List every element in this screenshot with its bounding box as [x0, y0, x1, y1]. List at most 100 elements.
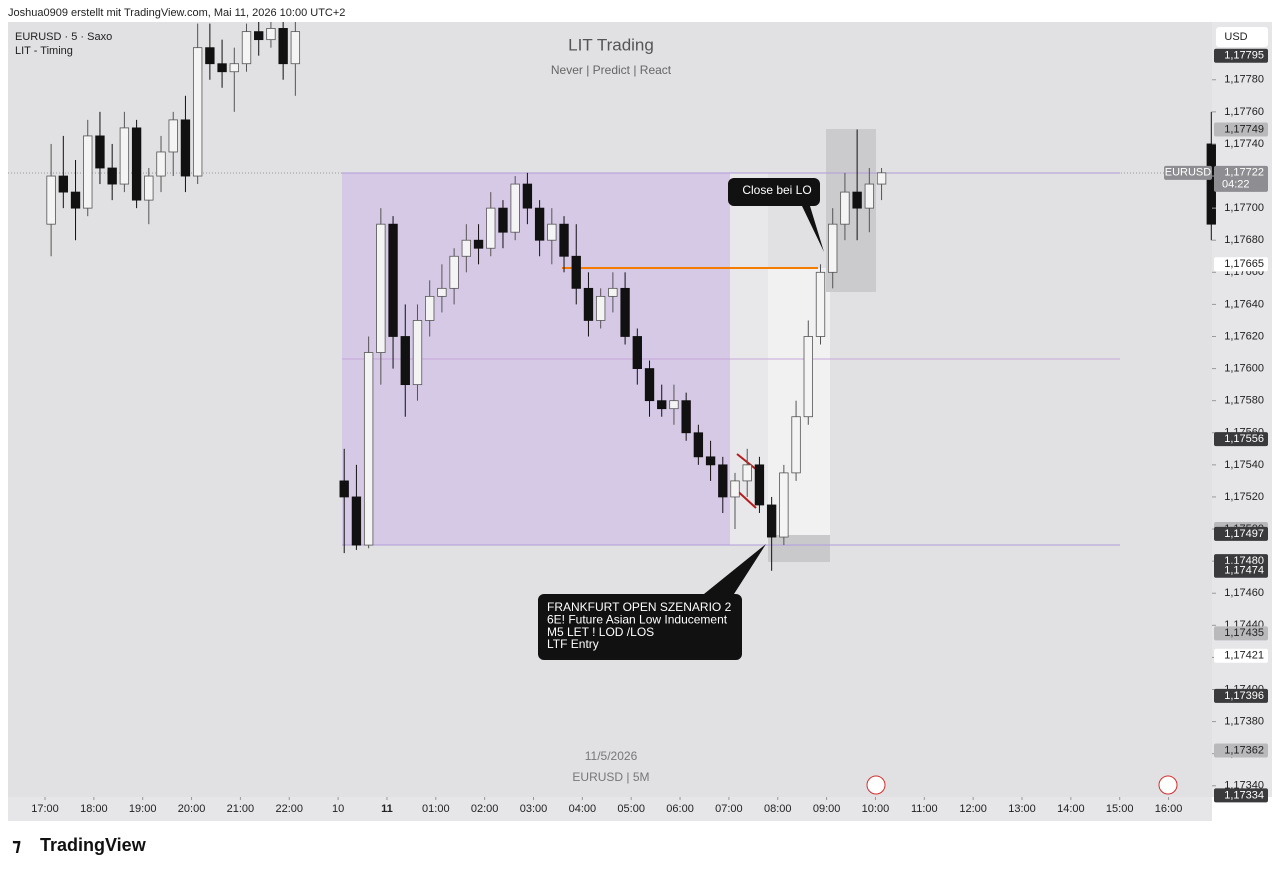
x-tick-label: 15:00: [1106, 803, 1134, 815]
candle-body: [58, 175, 68, 193]
candle-body: [83, 135, 93, 209]
price-axis-bg: [1212, 22, 1272, 797]
watermark-symbol: EURUSD | 5M: [572, 770, 649, 784]
logo: TradingView: [40, 835, 147, 855]
y-tick-label: 1,17380: [1224, 715, 1264, 727]
candle-body: [608, 287, 618, 297]
chart-subtitle: Never | Predict | React: [551, 63, 672, 77]
x-tick-label: 03:00: [520, 803, 548, 815]
candle-body: [644, 368, 655, 402]
price-marker: [1214, 48, 1268, 63]
currency[interactable]: USD: [1224, 31, 1247, 43]
price-marker: [1214, 743, 1268, 758]
candle-body: [828, 223, 838, 273]
x-tick-label: 16:00: [1155, 803, 1183, 815]
candle-body: [583, 287, 594, 321]
candle-body: [278, 28, 288, 65]
price-marker: [1214, 788, 1268, 803]
candle-body: [766, 504, 777, 538]
x-tick-label: 12:00: [959, 803, 987, 815]
currency-box[interactable]: [1216, 27, 1268, 47]
price-marker: [1214, 563, 1268, 578]
candle-body: [437, 287, 447, 297]
countdown: 04:22: [1222, 179, 1250, 191]
symbol-tag-label: EURUSD: [1165, 167, 1212, 179]
price-marker-label: 1,17435: [1224, 627, 1264, 639]
callout-lines: FRANKFURT OPEN SZENARIO 26E! Future Asia…: [547, 600, 732, 651]
candle-body: [168, 119, 178, 153]
y-tick-label: 1,17760: [1224, 106, 1264, 118]
candle-body: [876, 172, 887, 185]
candle-body: [351, 496, 362, 546]
x-tick-label: 19:00: [129, 803, 157, 815]
x-tick-label: 22:00: [275, 803, 303, 815]
candle-body: [620, 287, 630, 337]
chart-title: LIT Trading: [568, 35, 654, 54]
candle-body: [779, 472, 789, 538]
candle-body: [534, 207, 545, 241]
candles: [46, 22, 1216, 571]
candle-body: [449, 255, 459, 289]
price-marker-label: 1,17556: [1224, 433, 1264, 445]
candle-body: [363, 352, 374, 546]
candle-body: [547, 223, 557, 241]
candle-body: [571, 255, 581, 289]
x-tick-label: 01:00: [422, 803, 450, 815]
candle-body: [412, 320, 423, 386]
y-tick-label: 1,17620: [1224, 330, 1264, 342]
candle-body: [791, 416, 801, 474]
price-marker-label: 1,17421: [1224, 650, 1264, 662]
x-tick-label: 20:00: [178, 803, 206, 815]
x-tick-label: 08:00: [764, 803, 792, 815]
candle-body: [705, 456, 716, 466]
price-marker-label: 1,17334: [1224, 789, 1264, 801]
candle-body: [473, 239, 484, 249]
price-marker: [1214, 257, 1268, 272]
candle-body: [522, 183, 533, 209]
candle-body: [119, 127, 130, 185]
candle-body: [290, 31, 301, 65]
x-tick-label: 06:00: [666, 803, 694, 815]
candle-body: [595, 295, 606, 321]
logo-mark: ⁊: [12, 835, 21, 855]
stop-zone: [768, 535, 830, 562]
candle-body: [803, 336, 813, 418]
callout-line: 6E! Future Asian Low Inducement: [547, 612, 728, 626]
price-marker-label: 1,17396: [1224, 690, 1264, 702]
y-tick-label: 1,17680: [1224, 234, 1264, 246]
x-tick-label: 18:00: [80, 803, 108, 815]
y-tick-label: 1,17640: [1224, 298, 1264, 310]
price-marker-label: 1,17749: [1224, 123, 1264, 135]
candle-body: [852, 191, 862, 209]
y-tick-label: 1,17780: [1224, 74, 1264, 86]
x-tick-label: 04:00: [569, 803, 597, 815]
candle-body: [241, 31, 252, 65]
last-price-label: 1,17722: [1224, 167, 1264, 179]
candle-body: [107, 167, 117, 185]
callout-line: M5 LET ! LOD /LOS: [547, 625, 654, 639]
y-tick-label: 1,17460: [1224, 587, 1264, 599]
candle-body: [815, 271, 826, 337]
x-tick-label: 02:00: [471, 803, 499, 815]
price-marker-label: 1,17795: [1224, 50, 1264, 62]
price-marker: [1214, 626, 1268, 641]
x-tick-label: 10: [332, 803, 344, 815]
x-tick-label: 07:00: [715, 803, 743, 815]
price-marker-label: 1,17665: [1224, 258, 1264, 270]
event-icon[interactable]: [866, 775, 886, 795]
price-marker-label: 1,17497: [1224, 528, 1264, 540]
y-tick-label: 1,17580: [1224, 395, 1264, 407]
y-tick-label: 1,17540: [1224, 459, 1264, 471]
x-tick-label: 13:00: [1008, 803, 1036, 815]
event-icon[interactable]: [1158, 775, 1178, 795]
y-tick-label: 1,17600: [1224, 362, 1264, 374]
candle-body: [693, 432, 704, 458]
indicator: LIT - Timing: [15, 45, 73, 57]
watermark-date: 11/5/2026: [585, 749, 638, 763]
candle-body: [754, 464, 765, 506]
candle-body: [180, 119, 191, 177]
candle-body: [339, 480, 349, 498]
y-tick-label: 1,17740: [1224, 138, 1264, 150]
candle-body: [840, 191, 850, 225]
candle-body: [229, 63, 239, 73]
